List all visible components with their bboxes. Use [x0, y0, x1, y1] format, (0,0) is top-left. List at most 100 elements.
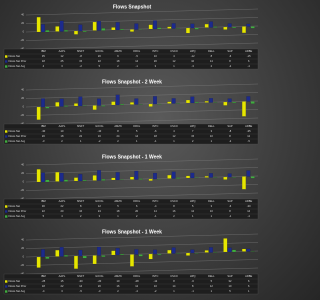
- y-tick-label: 0: [23, 106, 25, 109]
- table-cell: 2: [173, 214, 175, 218]
- table-header: GOOG: [95, 124, 103, 128]
- legend-swatch: [5, 135, 8, 138]
- legend-swatch: [5, 210, 8, 213]
- table-cell: 12: [135, 284, 138, 288]
- table-header: HPQ: [190, 124, 196, 128]
- bar: [120, 29, 124, 31]
- bar: [36, 256, 41, 268]
- table-header: AMZN: [114, 49, 121, 53]
- table-header: CSCO: [170, 124, 178, 128]
- bar: [115, 94, 120, 106]
- table-cell: 8: [173, 279, 175, 283]
- bar: [36, 169, 41, 183]
- table-cell: 14: [154, 209, 157, 213]
- bar: [148, 24, 153, 30]
- table-cell: -1: [229, 214, 232, 218]
- table-cell: 1: [211, 214, 213, 218]
- chart-title: Flows Snapshot - 2 Week: [102, 79, 162, 85]
- bar: [130, 254, 134, 267]
- table-cell: 6: [80, 129, 82, 133]
- table-cell: 4: [61, 214, 63, 218]
- bar: [59, 172, 64, 182]
- bar: [246, 23, 251, 27]
- table-header: IBM: [41, 274, 46, 278]
- table-cell: -30: [79, 279, 83, 283]
- bar: [148, 178, 153, 181]
- table-cell: -6: [154, 129, 157, 133]
- chart-panel: Flows Snapshot - 1 Week-40-2002040IBMAAP…: [3, 154, 259, 220]
- table-cell: -30: [41, 129, 45, 133]
- table-cell: 6: [248, 279, 250, 283]
- table-cell: 1: [211, 289, 213, 293]
- table-cell: 10: [117, 279, 120, 283]
- bar: [97, 246, 101, 256]
- table-cell: 14: [79, 284, 82, 288]
- table-header: AAPL: [59, 49, 66, 53]
- table-cell: 16: [117, 284, 120, 288]
- bar: [59, 247, 64, 257]
- table-cell: 4: [173, 129, 175, 133]
- table-cell: -10: [97, 129, 101, 133]
- y-tick-label: -20: [20, 264, 24, 267]
- bar: [64, 255, 68, 257]
- table-cell: -2: [80, 64, 83, 68]
- grid-line: [25, 34, 259, 41]
- bar: [148, 103, 153, 107]
- bar: [101, 105, 106, 107]
- grid-line: [25, 8, 259, 16]
- table-cell: 4: [173, 54, 175, 58]
- bar: [41, 249, 45, 258]
- table-cell: 2: [192, 139, 194, 143]
- legend-swatch: [5, 140, 8, 143]
- table-cell: 8: [229, 59, 231, 63]
- table-cell: 35: [42, 54, 45, 58]
- table-cell: -2: [229, 64, 232, 68]
- y-tick-label: 20: [21, 172, 24, 175]
- table-cell: 30: [42, 204, 45, 208]
- bar: [186, 252, 190, 256]
- bar: [190, 23, 195, 29]
- table-cell: 25: [61, 59, 64, 63]
- grid-line: [25, 17, 259, 24]
- legend-label: Flows Net Avg: [9, 214, 26, 218]
- table-header: SAP: [227, 124, 232, 128]
- table-header: GOOG: [95, 274, 103, 278]
- table-cell: 18: [42, 284, 45, 288]
- bar: [78, 24, 83, 32]
- bar: [194, 102, 199, 104]
- bar: [157, 253, 162, 255]
- bar: [171, 247, 176, 254]
- y-tick-label: 40: [21, 164, 24, 167]
- bar: [120, 104, 124, 106]
- table-header: INTC: [152, 49, 158, 53]
- grid-line: [25, 192, 259, 200]
- bar: [209, 173, 213, 178]
- table-header: DELL: [208, 199, 215, 203]
- table-cell: 12: [210, 284, 213, 288]
- table-header: CSCO: [170, 274, 178, 278]
- bar: [45, 30, 50, 33]
- bar: [115, 22, 120, 31]
- bar: [134, 23, 139, 30]
- bar: [64, 105, 68, 107]
- bar: [97, 170, 101, 181]
- bar: [176, 177, 180, 179]
- legend-swatch: [5, 290, 8, 293]
- bar: [194, 27, 199, 30]
- table-cell: -8: [80, 54, 83, 58]
- dashboard: Flows Snapshot-40-2002040IBMAAPLMSFTGOOG…: [3, 8, 259, 295]
- bar: [59, 20, 64, 32]
- legend-label: Flows Net Avg: [9, 289, 26, 293]
- y-tick-label: 40: [21, 14, 24, 17]
- bar: [153, 96, 157, 105]
- bar: [246, 248, 251, 252]
- table-header: DELL: [208, 49, 215, 53]
- table-cell: 10: [210, 209, 213, 213]
- bar: [78, 174, 83, 182]
- bar: [148, 253, 153, 260]
- bar: [115, 172, 120, 181]
- y-tick-label: -20: [20, 39, 24, 42]
- table-cell: 12: [98, 204, 101, 208]
- chart-panel: Flows Snapshot - 2 Week-40-2002040IBMAAP…: [3, 79, 259, 145]
- chart-panel: Flows Snapshot - 1 Week-40-2002040IBMAAP…: [3, 229, 259, 295]
